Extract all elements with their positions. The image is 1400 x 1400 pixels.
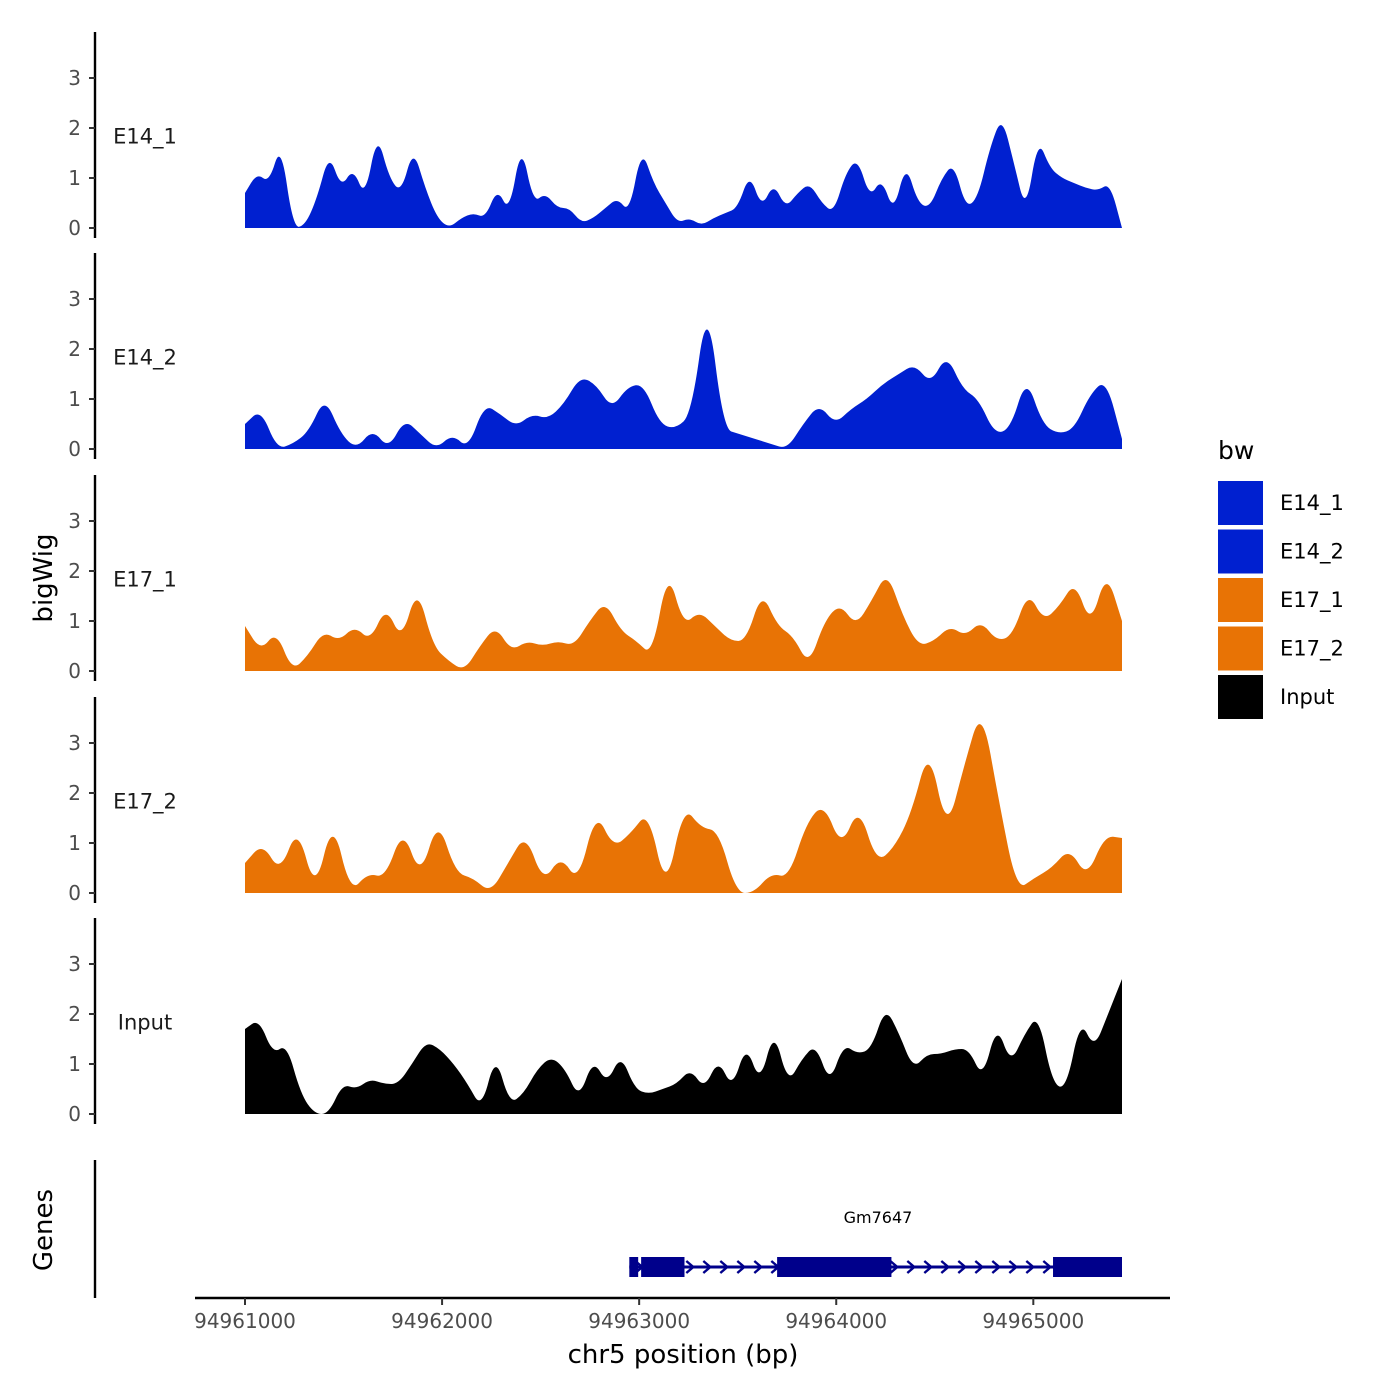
y-tick-label: 1 bbox=[68, 1052, 81, 1076]
y-tick-label: 3 bbox=[68, 731, 81, 755]
track-label: E14_1 bbox=[113, 125, 177, 150]
track-e14-2: 0 1 2 3 E14_2 bbox=[68, 253, 1122, 461]
legend-swatch bbox=[1218, 626, 1263, 671]
strand-arrow bbox=[1008, 1260, 1019, 1274]
legend-label: Input bbox=[1280, 685, 1334, 709]
strand-arrow bbox=[991, 1260, 1002, 1274]
y-tick-label: 3 bbox=[68, 952, 81, 976]
track-area-e17-1 bbox=[245, 580, 1122, 671]
strand-arrow bbox=[719, 1260, 730, 1274]
strand-arrow bbox=[906, 1260, 917, 1274]
x-tick-label: 94965000 bbox=[982, 1309, 1084, 1333]
strand-arrow bbox=[753, 1260, 764, 1274]
strand-arrow bbox=[889, 1260, 900, 1274]
x-axis-title: chr5 position (bp) bbox=[568, 1340, 799, 1370]
strand-arrow bbox=[940, 1260, 951, 1274]
track-e17-1: 0 1 2 3 E17_1 bbox=[68, 475, 1122, 683]
x-tick-label: 94964000 bbox=[785, 1309, 887, 1333]
strand-arrow bbox=[736, 1260, 747, 1274]
track-area-input bbox=[245, 979, 1122, 1114]
strand-arrow bbox=[685, 1260, 696, 1274]
track-label: E17_1 bbox=[113, 568, 177, 593]
y-tick-label: 1 bbox=[68, 387, 81, 411]
gene-exon bbox=[1053, 1257, 1122, 1277]
x-tick-label: 94961000 bbox=[194, 1309, 296, 1333]
y-tick-label: 3 bbox=[68, 287, 81, 311]
gene-exon bbox=[641, 1257, 685, 1277]
strand-arrow bbox=[1042, 1260, 1053, 1274]
y-tick-label: 2 bbox=[68, 1002, 81, 1026]
y-tick-label: 2 bbox=[68, 116, 81, 140]
legend-swatch bbox=[1218, 529, 1263, 574]
y-tick-label: 1 bbox=[68, 609, 81, 633]
y-tick-label: 0 bbox=[68, 881, 81, 905]
gene-name-label: Gm7647 bbox=[844, 1208, 913, 1227]
y-tick-label: 0 bbox=[68, 1102, 81, 1126]
y-tick-label: 1 bbox=[68, 831, 81, 855]
genes-axis-title: Genes bbox=[29, 1189, 59, 1271]
legend-swatch bbox=[1218, 578, 1263, 622]
track-label: E17_2 bbox=[113, 790, 177, 815]
gene-exon bbox=[629, 1257, 639, 1277]
y-tick-label: 0 bbox=[68, 437, 81, 461]
legend-swatch bbox=[1218, 675, 1263, 719]
strand-arrow bbox=[702, 1260, 713, 1274]
x-tick-label: 94963000 bbox=[588, 1309, 690, 1333]
track-e14-1: 0 1 2 3 E14_1 bbox=[68, 32, 1122, 240]
y-axis-title: bigWig bbox=[29, 533, 59, 622]
track-e17-2: 0 1 2 3 E17_2 bbox=[68, 697, 1122, 905]
track-label: Input bbox=[118, 1011, 172, 1035]
y-tick-label: 3 bbox=[68, 509, 81, 533]
strand-arrow bbox=[957, 1260, 968, 1274]
legend-label: E14_1 bbox=[1280, 491, 1344, 516]
strand-arrow bbox=[974, 1260, 985, 1274]
legend: bw E14_1 E14_2 E17_1 E17_2 Input bbox=[1218, 436, 1344, 719]
x-axis: 94961000 94962000 94963000 94964000 94965000 bbox=[194, 1296, 1170, 1333]
tracks-layer: 0 1 2 3 E14_1 0 1 2 3 E14_2 0 1 2 3 E17_1 0 1 2 3 E17_2 0 1 2 3… bbox=[68, 32, 1122, 1126]
legend-label: E17_1 bbox=[1280, 588, 1344, 613]
y-tick-label: 2 bbox=[68, 781, 81, 805]
legend-title: bw bbox=[1218, 436, 1254, 465]
y-tick-label: 3 bbox=[68, 66, 81, 90]
track-area-e14-1 bbox=[245, 125, 1122, 228]
legend-label: E17_2 bbox=[1280, 637, 1344, 662]
legend-swatch bbox=[1218, 481, 1263, 525]
y-tick-label: 2 bbox=[68, 337, 81, 361]
x-tick-label: 94962000 bbox=[391, 1309, 493, 1333]
genes-panel: Gm7647 bbox=[93, 1160, 1122, 1298]
track-input: 0 1 2 3 Input bbox=[68, 918, 1122, 1126]
strand-arrow bbox=[1025, 1260, 1036, 1274]
legend-label: E14_2 bbox=[1280, 540, 1344, 565]
track-area-e17-2 bbox=[245, 724, 1122, 893]
y-tick-label: 1 bbox=[68, 166, 81, 190]
y-tick-label: 0 bbox=[68, 216, 81, 240]
track-area-e14-2 bbox=[245, 329, 1122, 449]
strand-arrow bbox=[923, 1260, 934, 1274]
gene-exon bbox=[777, 1257, 892, 1277]
y-tick-label: 2 bbox=[68, 559, 81, 583]
y-tick-label: 0 bbox=[68, 659, 81, 683]
track-label: E14_2 bbox=[113, 346, 177, 371]
